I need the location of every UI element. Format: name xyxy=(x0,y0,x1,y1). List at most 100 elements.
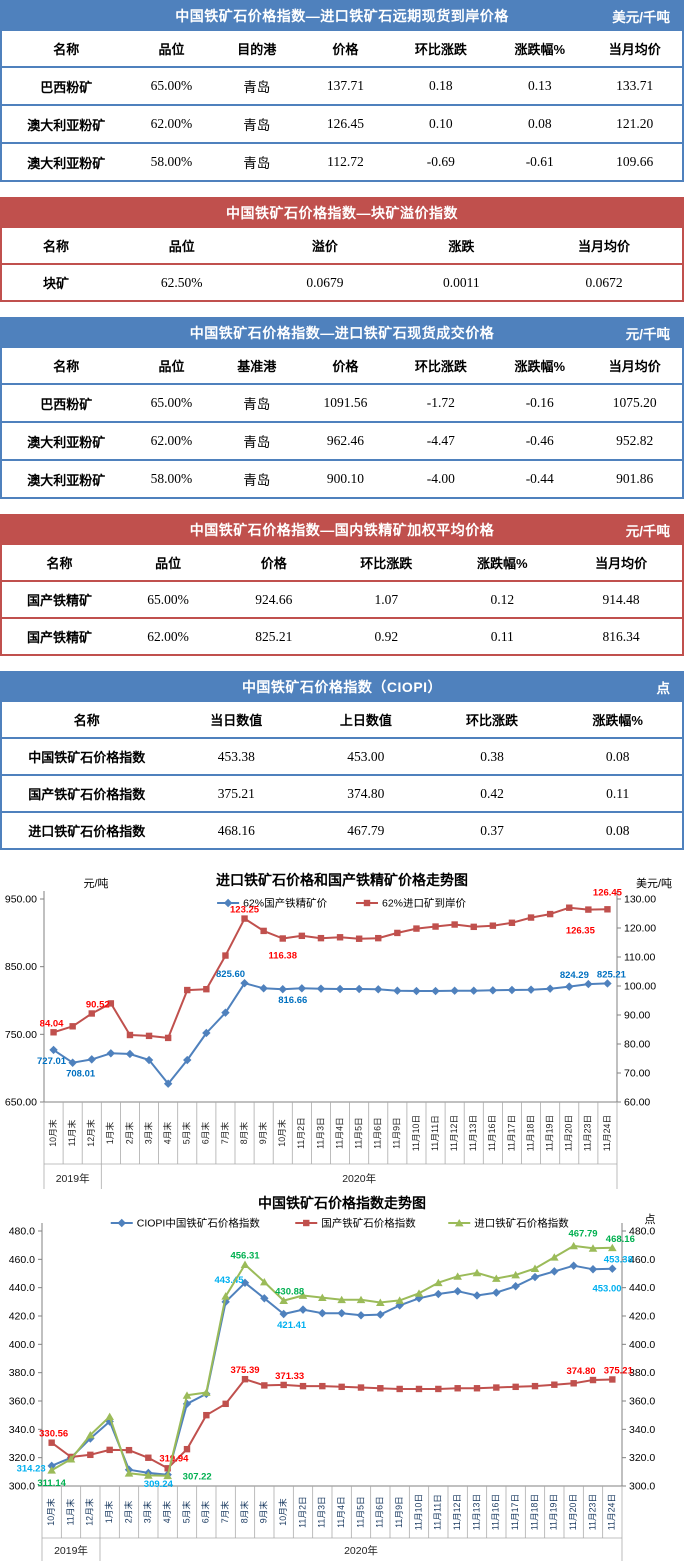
data-point-label: 456.31 xyxy=(230,1251,260,1262)
x-category-label: 7月末 xyxy=(219,1501,230,1524)
square-marker xyxy=(508,919,516,926)
triangle-marker xyxy=(550,1253,559,1261)
chart-title: 进口铁矿石价格和国产铁精矿价格走势图 xyxy=(216,872,468,888)
square-marker xyxy=(493,1384,500,1391)
legend-label: 国产铁矿石价格指数 xyxy=(321,1217,416,1230)
y-tick-label: 460.0 xyxy=(629,1254,655,1266)
legend-label: 62%国产铁精矿价 xyxy=(243,897,328,910)
header-row: 名称 品位 价格 环比涨跌 涨跌幅% 当月均价 xyxy=(1,545,683,581)
x-category-label: 1月末 xyxy=(103,1501,114,1524)
value-cell: 375.21 xyxy=(171,774,302,812)
data-point-label: 825.60 xyxy=(216,969,245,980)
square-marker xyxy=(570,1380,577,1387)
square-marker xyxy=(298,932,306,940)
x-category-label: 10月末 xyxy=(45,1498,56,1526)
value-cell: 58.00% xyxy=(130,459,213,498)
x-category-label: 11月3日 xyxy=(317,1496,327,1528)
data-point-label: 330.56 xyxy=(39,1429,68,1440)
data-point-label: 319.94 xyxy=(159,1453,189,1464)
square-marker xyxy=(527,914,535,921)
diamond-marker xyxy=(316,984,326,993)
row-name-cell: 国产铁精矿 xyxy=(1,580,117,618)
square-marker xyxy=(222,1400,229,1408)
table-title: 中国铁矿石价格指数（CIOPI） xyxy=(241,678,443,695)
triangle-marker xyxy=(66,1455,76,1463)
square-marker xyxy=(432,923,439,930)
value-cell: 924.66 xyxy=(219,580,329,618)
x-category-label: 11月24日 xyxy=(607,1494,617,1531)
triangle-marker xyxy=(86,1431,95,1439)
col-header: 名称 xyxy=(53,42,80,57)
x-category-label: 11月末 xyxy=(66,1119,77,1146)
header-row: 名称 品位 溢价 涨跌 当月均价 xyxy=(1,228,683,264)
data-point-label: 453.38 xyxy=(604,1255,633,1266)
square-marker xyxy=(319,1382,326,1390)
table-row: 国产铁精矿 65.00% 924.66 1.07 0.12 914.48 xyxy=(1,580,683,618)
value-cell: 65.00% xyxy=(116,580,220,618)
row-name-cell: 国产铁矿石价格指数 xyxy=(1,774,172,812)
col-header: 名称 xyxy=(43,239,70,254)
value-cell: -0.16 xyxy=(492,383,588,422)
triangle-marker xyxy=(124,1469,134,1477)
data-point-label: 443.45 xyxy=(214,1275,244,1286)
col-header: 环比涨跌 xyxy=(466,713,519,728)
triangle-marker xyxy=(337,1295,346,1304)
y-tick-label: 120.00 xyxy=(624,923,656,935)
value-cell: 0.13 xyxy=(492,66,588,105)
x-category-label: 4月末 xyxy=(161,1501,172,1524)
value-cell: 121.20 xyxy=(587,104,683,143)
x-category-label: 11月末 xyxy=(64,1498,75,1525)
square-marker xyxy=(589,1376,597,1384)
x-category-label: 11月16日 xyxy=(491,1494,501,1531)
data-point-label: 453.00 xyxy=(592,1283,621,1294)
triangle-marker xyxy=(492,1274,501,1282)
data-point-label: 90.52 xyxy=(86,999,110,1010)
y-tick-label: 80.00 xyxy=(624,1039,650,1051)
square-marker xyxy=(125,1446,133,1454)
square-marker xyxy=(203,985,210,993)
year-label: 2019年 xyxy=(56,1172,90,1185)
triangle-marker xyxy=(376,1298,385,1306)
square-marker xyxy=(415,1385,423,1393)
y-tick-label: 460.0 xyxy=(9,1254,35,1266)
x-category-label: 11月20日 xyxy=(568,1494,578,1531)
col-header: 当月均价 xyxy=(608,42,661,57)
square-marker xyxy=(299,1382,307,1390)
row-name-cell: 澳大利亚粉矿 xyxy=(1,104,131,143)
col-header: 环比涨跌 xyxy=(414,359,467,374)
table-row: 澳大利亚粉矿 58.00% 青岛 900.10 -4.00 -0.44 901.86 xyxy=(1,459,683,498)
y-tick-label: 440.0 xyxy=(9,1282,35,1294)
col-header: 当月均价 xyxy=(578,239,631,254)
x-category-label: 11月4日 xyxy=(334,1117,344,1149)
y-tick-label: 100.00 xyxy=(624,981,656,993)
chart-legend: CIOPI中国铁矿石价格指数 国产铁矿石价格指数 进口铁矿石价格指数 xyxy=(110,1217,569,1230)
x-category-label: 11月9日 xyxy=(392,1117,402,1149)
y-tick-label: 850.00 xyxy=(5,961,37,973)
col-header: 名称 xyxy=(46,556,73,571)
col-header: 品位 xyxy=(158,359,185,374)
data-point-label: 311.14 xyxy=(37,1478,66,1489)
table-title-bar: 中国铁矿石价格指数—块矿溢价指数 xyxy=(0,197,684,228)
data-point-label: 371.33 xyxy=(275,1371,304,1382)
col-header: 涨跌幅% xyxy=(476,556,528,571)
value-cell: 0.08 xyxy=(492,104,588,143)
value-cell: 58.00% xyxy=(130,142,213,181)
x-category-label: 9月末 xyxy=(257,1122,268,1145)
table-title-bar: 中国铁矿石价格指数（CIOPI） 点 xyxy=(0,671,684,702)
y-tick-label: 650.00 xyxy=(5,1097,37,1109)
series-2-data-labels: 330.56 319.94 375.39 371.33 374.80 375.21 xyxy=(39,1365,633,1464)
row-name-cell: 块矿 xyxy=(1,263,111,301)
diamond-marker xyxy=(163,1079,173,1088)
value-cell: 0.0672 xyxy=(526,263,683,301)
table-unit-label: 元/千吨 xyxy=(625,523,670,539)
square-marker xyxy=(512,1383,519,1391)
data-point-label: 816.66 xyxy=(278,995,307,1006)
square-marker xyxy=(317,934,325,942)
square-marker xyxy=(551,1381,558,1388)
x-category-label: 11月24日 xyxy=(602,1115,612,1152)
square-marker xyxy=(203,1411,210,1419)
x-category-label: 6月末 xyxy=(200,1501,211,1524)
x-category-label: 11月4日 xyxy=(336,1496,346,1528)
value-cell: 900.10 xyxy=(301,459,390,498)
